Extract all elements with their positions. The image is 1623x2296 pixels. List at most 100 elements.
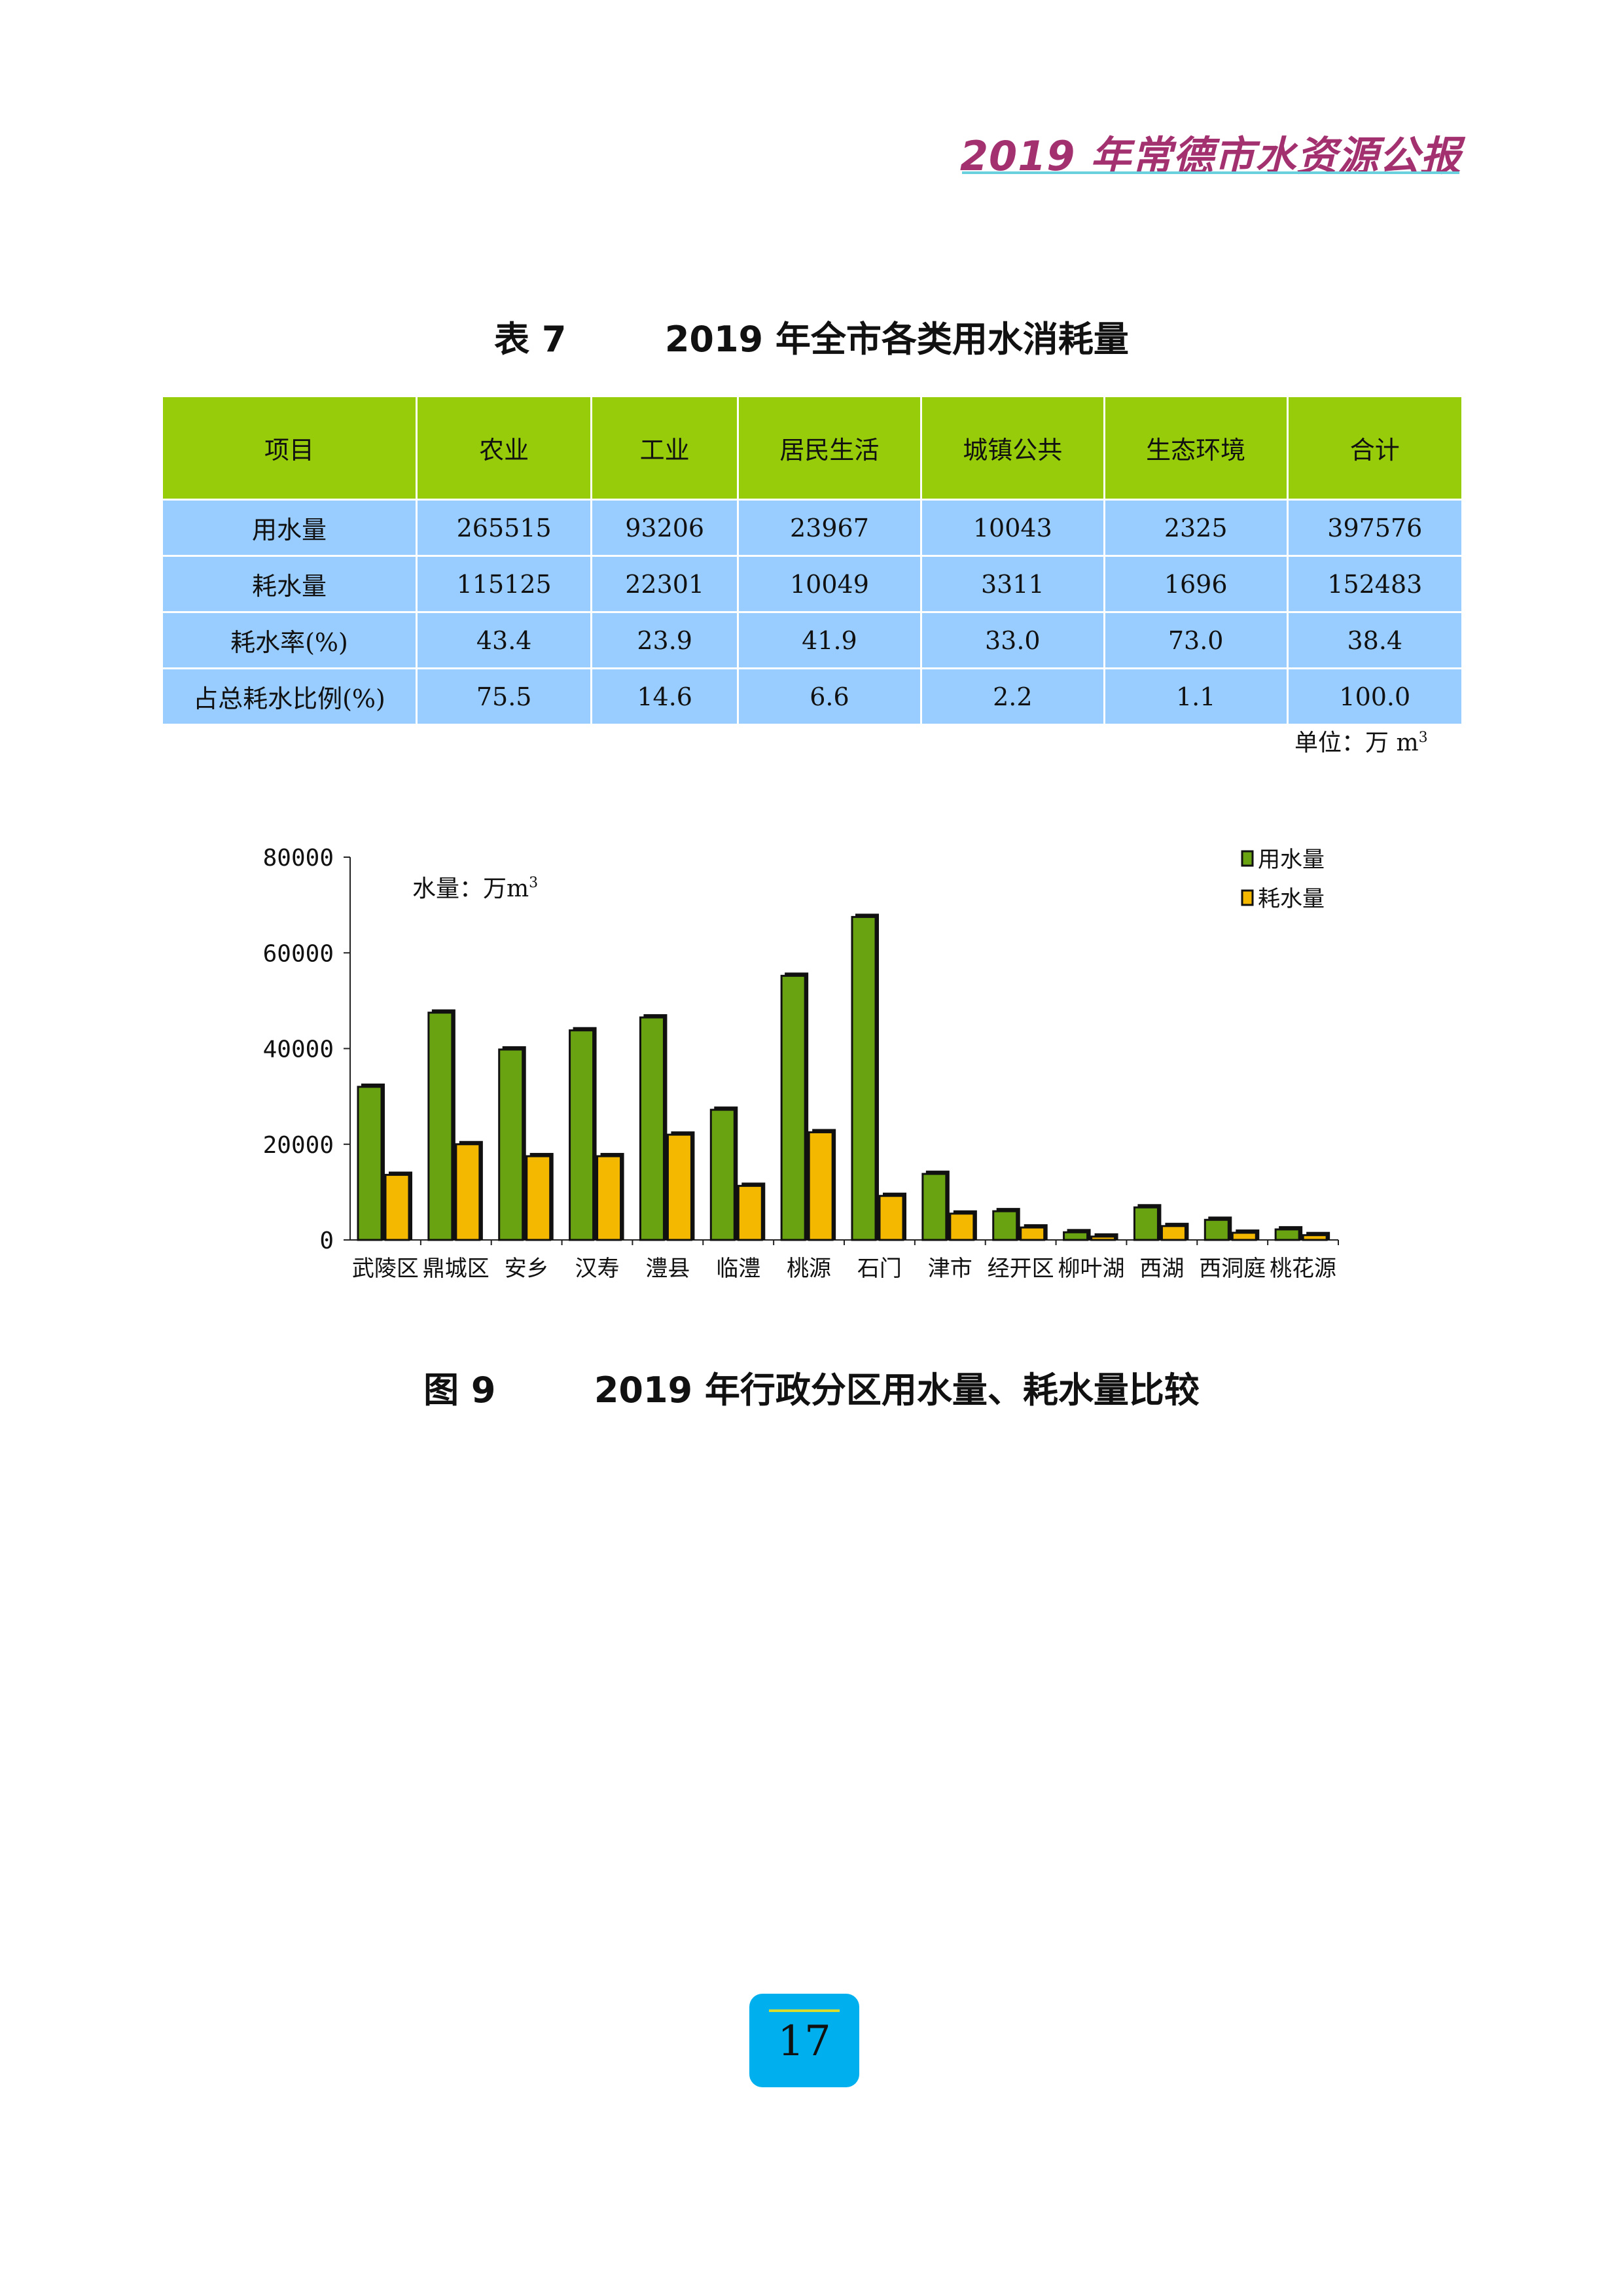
column-header: 居民生活 xyxy=(737,395,922,501)
bar-water-use xyxy=(1133,1206,1159,1241)
chart-bars xyxy=(357,913,1330,1241)
table-caption: 表 7 2019 年全市各类用水消耗量 xyxy=(494,319,1129,360)
table-cell: 38.4 xyxy=(1286,611,1464,669)
legend-label: 耗水量 xyxy=(1258,886,1325,912)
table-cell: 1.1 xyxy=(1103,667,1289,726)
y-tick-label: 20000 xyxy=(263,1132,334,1159)
table-unit-note: 单位：万 m3 xyxy=(1294,724,1428,758)
table-row: 用水量 265515 93206 23967 10043 2325 397576 xyxy=(161,499,1464,557)
x-category-label: 桃源 xyxy=(787,1256,831,1282)
chart-unit-superscript: 3 xyxy=(529,875,538,891)
unit-superscript: 3 xyxy=(1418,730,1428,746)
table-cell: 41.9 xyxy=(737,611,922,669)
y-tick-label: 40000 xyxy=(263,1036,334,1063)
column-header: 城镇公共 xyxy=(919,395,1105,501)
table-cell: 14.6 xyxy=(590,667,739,726)
bar-water-use xyxy=(569,1029,595,1241)
table-cell: 100.0 xyxy=(1286,667,1464,726)
legend-swatch xyxy=(1241,889,1254,906)
table-cell: 265515 xyxy=(415,499,593,557)
x-category-label: 西湖 xyxy=(1139,1256,1184,1282)
table-cell: 93206 xyxy=(590,499,739,557)
bar-water-consumption xyxy=(1160,1225,1186,1241)
chart-axes: 0 20000 40000 60000 80000 xyxy=(263,845,1339,1254)
bar-water-use xyxy=(921,1173,948,1241)
x-category-label: 安乡 xyxy=(505,1256,549,1282)
legend-label: 用水量 xyxy=(1258,847,1325,873)
chart-unit-text: 水量：万m xyxy=(412,875,529,902)
bar-water-consumption xyxy=(384,1174,410,1241)
table-row: 占总耗水比例(%) 75.5 14.6 6.6 2.2 1.1 100.0 xyxy=(161,667,1464,726)
table-cell: 10049 xyxy=(737,555,922,613)
table-cell: 10043 xyxy=(919,499,1105,557)
bar-water-use xyxy=(992,1210,1018,1241)
legend-swatch xyxy=(1241,850,1254,867)
x-category-label: 汉寿 xyxy=(575,1256,620,1282)
bar-water-consumption xyxy=(1231,1231,1257,1241)
bar-water-consumption xyxy=(1020,1226,1046,1241)
bar-water-use xyxy=(639,1016,665,1241)
bar-water-use xyxy=(498,1048,524,1241)
district-water-chart: 0 20000 40000 60000 80000 武陵区 鼎城区 安乡 汉寿 澧县 临澧 桃源 石门… xyxy=(263,845,1339,1282)
x-category-label: 西洞庭 xyxy=(1199,1256,1266,1282)
row-label: 占总耗水比例(%) xyxy=(161,667,418,726)
x-category-label: 澧县 xyxy=(645,1256,690,1282)
bar-water-consumption xyxy=(949,1212,975,1241)
x-category-label: 石门 xyxy=(857,1256,902,1282)
column-header: 工业 xyxy=(590,395,739,501)
bar-water-use xyxy=(1274,1228,1300,1241)
figure-caption: 图 9 2019 年行政分区用水量、耗水量比较 xyxy=(423,1369,1200,1411)
table-header-row: 项目 农业 工业 居民生活 城镇公共 生态环境 合计 xyxy=(161,395,1464,501)
table-cell: 3311 xyxy=(919,555,1105,613)
table-cell: 2325 xyxy=(1103,499,1289,557)
x-category-label: 柳叶湖 xyxy=(1058,1256,1125,1282)
x-category-label: 桃花源 xyxy=(1270,1256,1336,1282)
bar-water-consumption xyxy=(526,1155,552,1241)
water-consumption-table: 项目 农业 工业 居民生活 城镇公共 生态环境 合计 用水量 265515 93… xyxy=(161,395,1464,726)
table-cell: 6.6 xyxy=(737,667,922,726)
bar-water-consumption xyxy=(1090,1235,1116,1241)
column-header: 生态环境 xyxy=(1103,395,1289,501)
row-label: 用水量 xyxy=(161,499,418,557)
table-row: 耗水率(%) 43.4 23.9 41.9 33.0 73.0 38.4 xyxy=(161,611,1464,669)
bar-water-use xyxy=(357,1086,383,1241)
row-label: 耗水率(%) xyxy=(161,611,418,669)
column-header: 合计 xyxy=(1286,395,1464,501)
chart-unit-label: 水量：万m3 xyxy=(412,875,538,902)
x-category-label: 临澧 xyxy=(716,1256,760,1282)
bar-water-use xyxy=(709,1108,736,1241)
table-cell: 73.0 xyxy=(1103,611,1289,669)
bar-water-consumption xyxy=(878,1195,904,1241)
unit-text: 单位：万 m xyxy=(1294,730,1419,756)
x-category-label: 鼎城区 xyxy=(423,1256,490,1282)
table-cell: 115125 xyxy=(415,555,593,613)
bar-water-consumption xyxy=(808,1131,834,1241)
bar-water-consumption xyxy=(596,1155,622,1241)
table-cell: 152483 xyxy=(1286,555,1464,613)
bar-water-consumption xyxy=(455,1143,481,1241)
table-cell: 33.0 xyxy=(919,611,1105,669)
table-cell: 75.5 xyxy=(415,667,593,726)
table-cell: 43.4 xyxy=(415,611,593,669)
y-tick-label: 0 xyxy=(319,1227,334,1254)
bar-water-use xyxy=(1204,1218,1230,1241)
bar-water-consumption xyxy=(1302,1234,1328,1241)
table-cell: 2.2 xyxy=(919,667,1105,726)
page-number-accent xyxy=(769,2009,840,2012)
table-row: 耗水量 115125 22301 10049 3311 1696 152483 xyxy=(161,555,1464,613)
bar-water-use xyxy=(780,974,806,1241)
bar-water-use xyxy=(1063,1231,1089,1241)
header-underline xyxy=(962,171,1459,174)
chart-labels: 武陵区 鼎城区 安乡 汉寿 澧县 临澧 桃源 石门 津市 经开区 柳叶湖 西湖 西洞庭 桃花源 xyxy=(352,1256,1336,1282)
y-tick-label: 60000 xyxy=(263,940,334,967)
bar-water-consumption xyxy=(737,1184,763,1241)
page-number-badge: 17 xyxy=(749,1994,859,2087)
row-label: 耗水量 xyxy=(161,555,418,613)
x-category-label: 津市 xyxy=(928,1256,972,1282)
table-cell: 22301 xyxy=(590,555,739,613)
x-category-label: 经开区 xyxy=(988,1256,1054,1282)
y-tick-label: 80000 xyxy=(263,845,334,872)
column-header: 农业 xyxy=(415,395,593,501)
bar-water-use xyxy=(851,915,877,1241)
